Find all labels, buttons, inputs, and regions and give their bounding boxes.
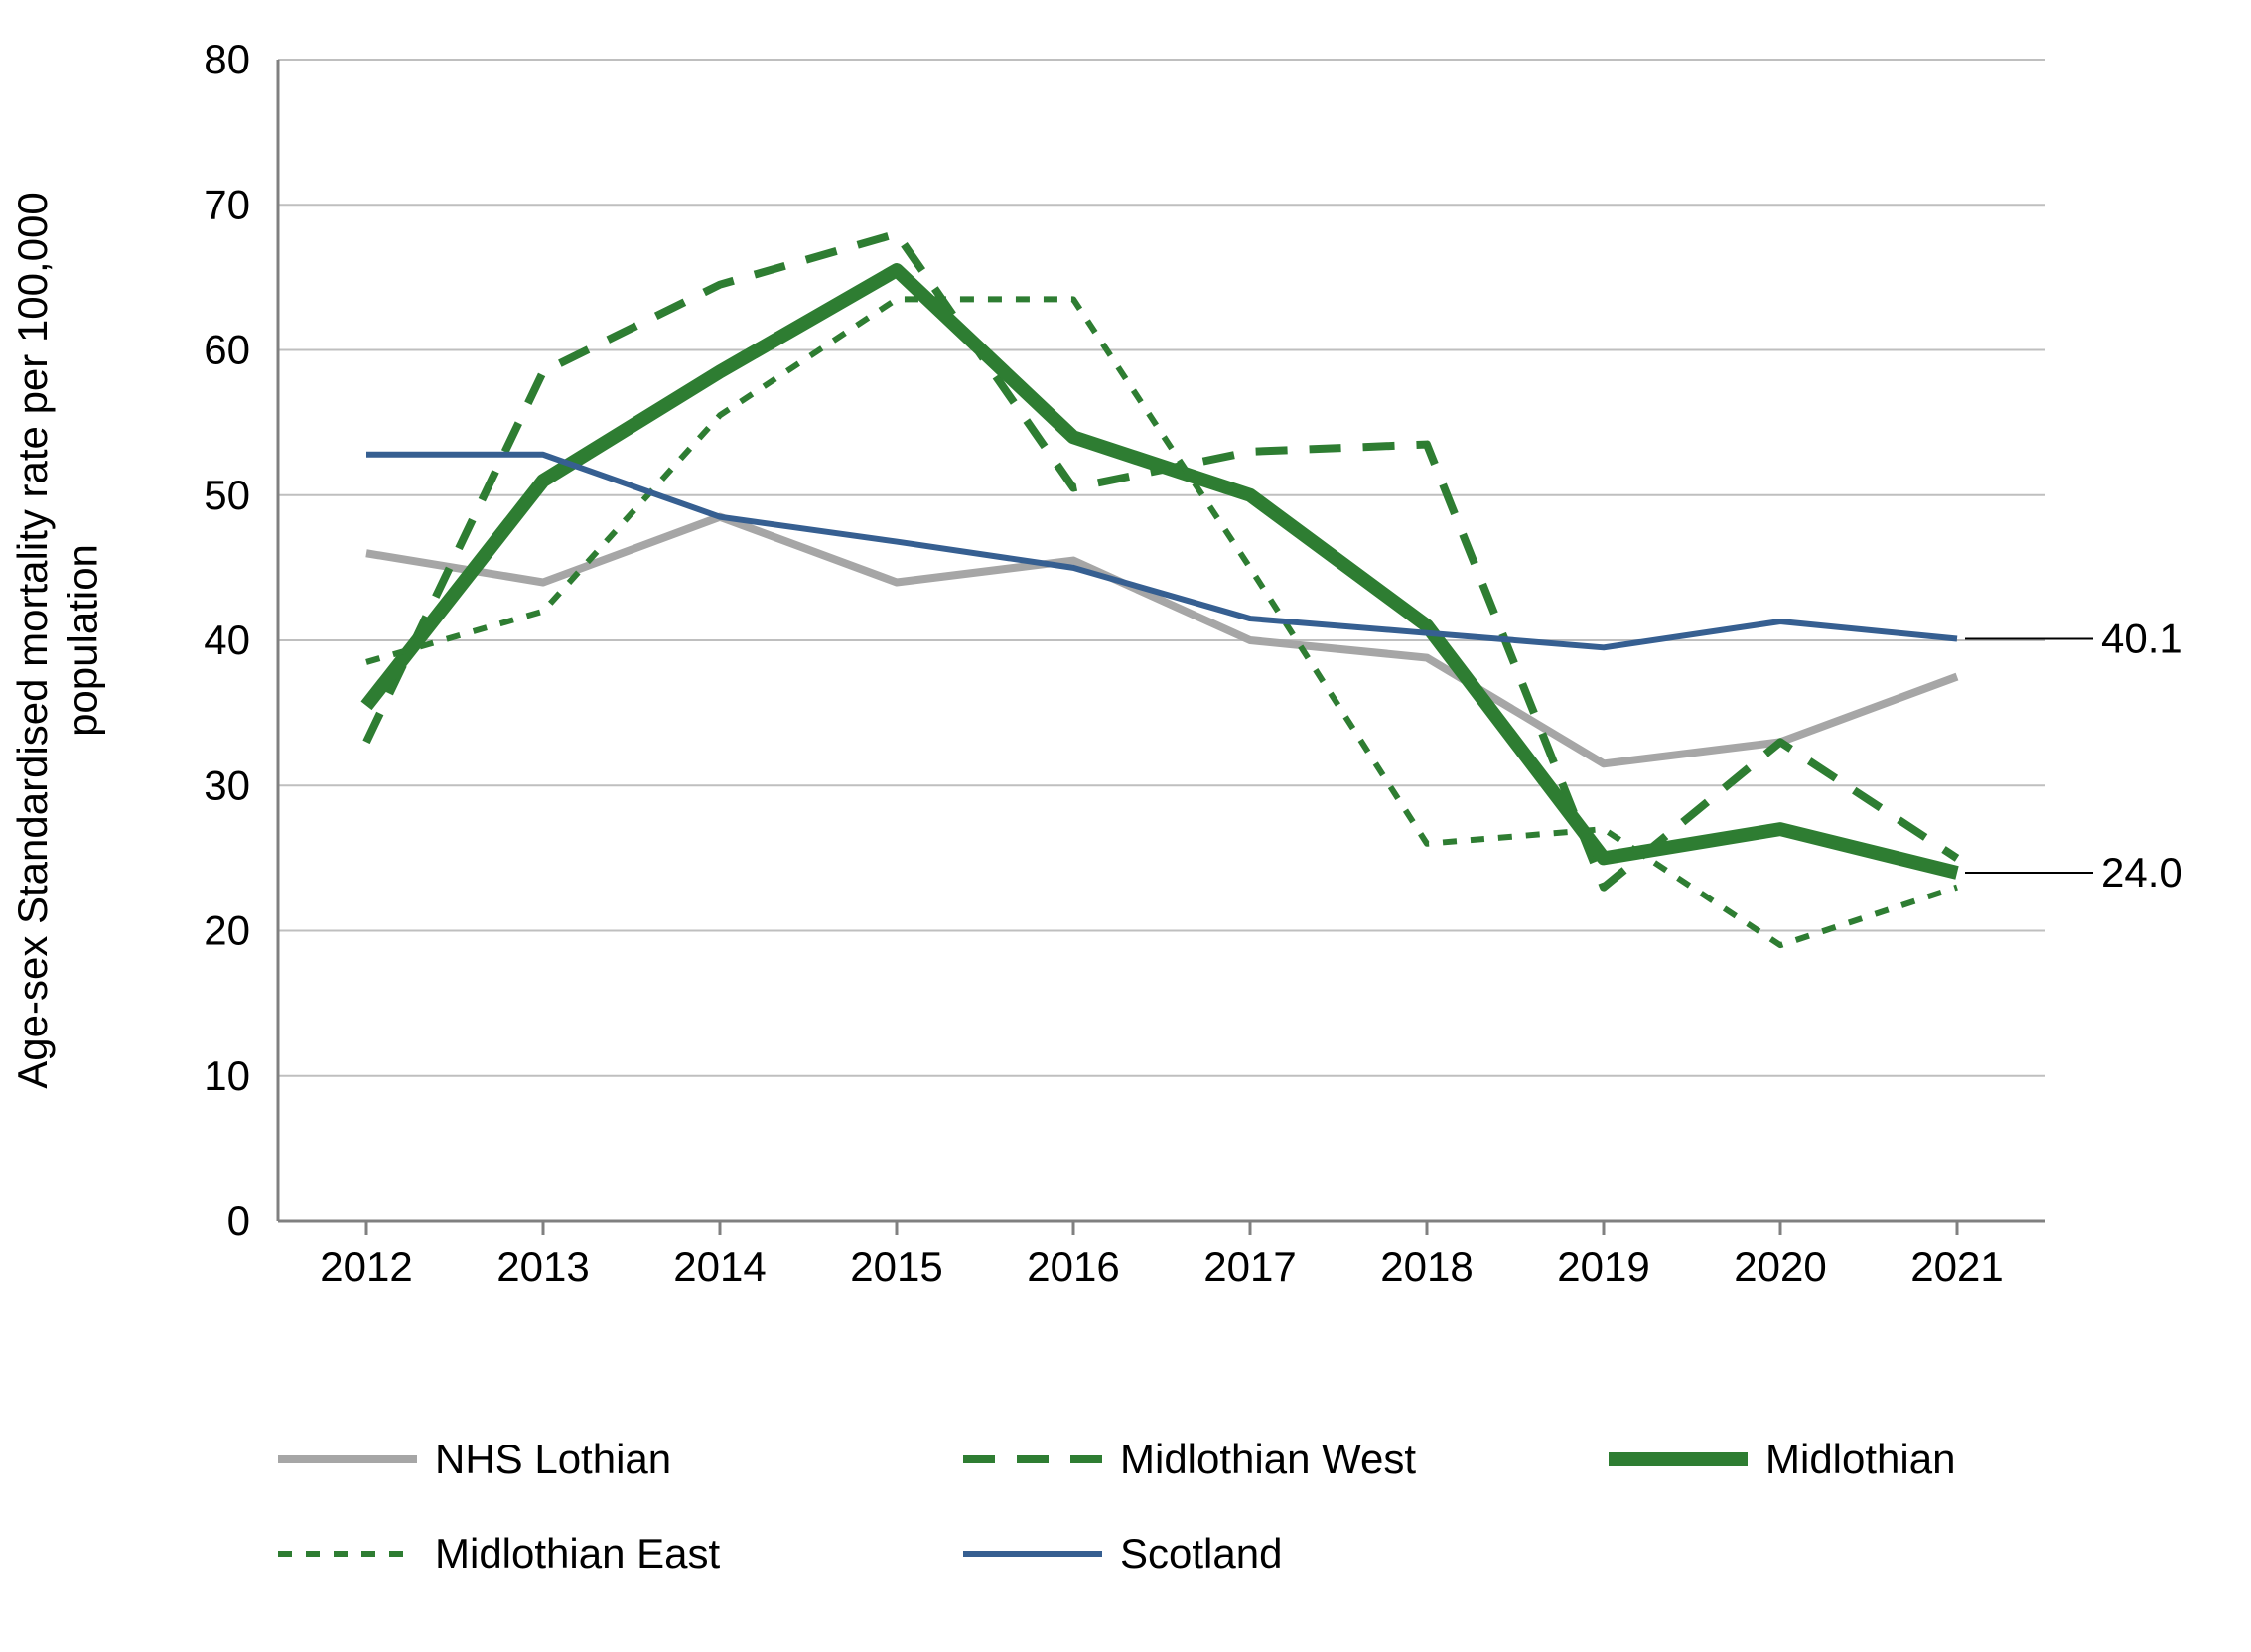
legend-label-nhs_lothian: NHS Lothian xyxy=(435,1436,671,1482)
x-tick-label: 2017 xyxy=(1203,1243,1296,1290)
x-tick-label: 2020 xyxy=(1734,1243,1826,1290)
x-tick-label: 2014 xyxy=(673,1243,766,1290)
x-tick-label: 2018 xyxy=(1380,1243,1473,1290)
legend-label-midlothian_east: Midlothian East xyxy=(435,1530,720,1577)
legend-label-midlothian_west: Midlothian West xyxy=(1120,1436,1416,1482)
x-tick-label: 2013 xyxy=(496,1243,589,1290)
legend-label-scotland: Scotland xyxy=(1120,1530,1282,1577)
x-tick-label: 2015 xyxy=(850,1243,942,1290)
y-tick-label: 10 xyxy=(204,1052,250,1099)
y-tick-label: 70 xyxy=(204,181,250,227)
y-tick-label: 30 xyxy=(204,761,250,808)
y-tick-label: 80 xyxy=(204,36,250,82)
y-tick-label: 50 xyxy=(204,472,250,518)
x-tick-label: 2016 xyxy=(1027,1243,1119,1290)
x-tick-label: 2019 xyxy=(1557,1243,1649,1290)
y-tick-label: 40 xyxy=(204,617,250,663)
y-tick-label: 60 xyxy=(204,327,250,373)
line-chart: 0 10 20 30 40 50 60 70 80 2012 2013 2014 2015 2016 201… xyxy=(0,0,2251,1652)
x-tick-label: 2021 xyxy=(1910,1243,2003,1290)
y-tick-label: 20 xyxy=(204,907,250,954)
chart-container: 0 10 20 30 40 50 60 70 80 2012 2013 2014 2015 2016 201… xyxy=(0,0,2251,1652)
callout-label: 40.1 xyxy=(2101,616,2182,662)
legend-label-midlothian: Midlothian xyxy=(1765,1436,1955,1482)
y-tick-label: 0 xyxy=(227,1197,250,1244)
x-tick-label: 2012 xyxy=(320,1243,412,1290)
callout-label: 24.0 xyxy=(2101,849,2182,895)
